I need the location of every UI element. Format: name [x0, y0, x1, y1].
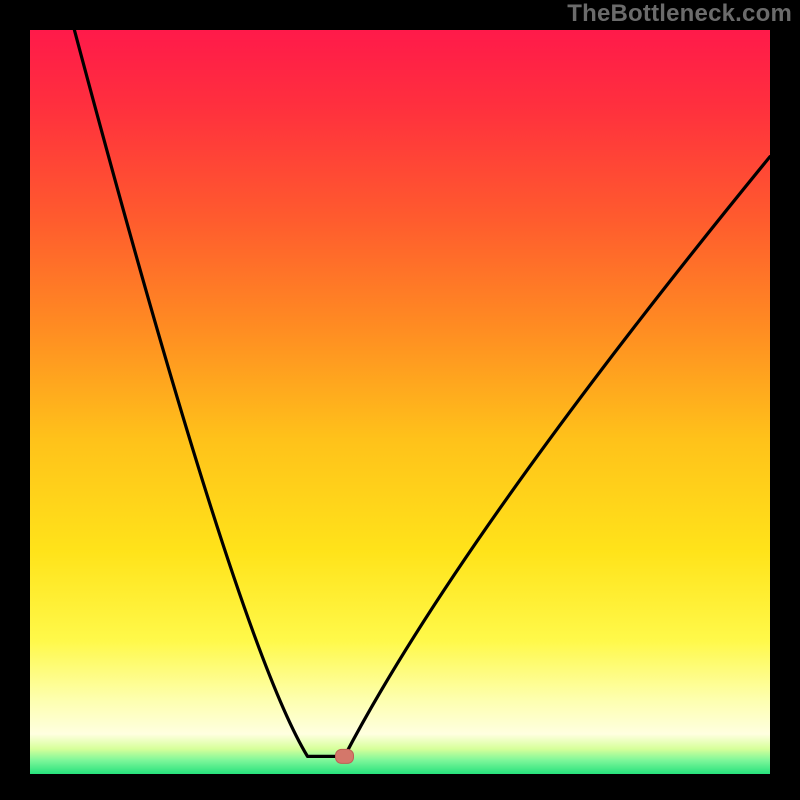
plot-background — [30, 30, 770, 775]
watermark-text: TheBottleneck.com — [567, 0, 792, 28]
optimal-point-marker — [336, 749, 354, 763]
plot-svg — [0, 0, 800, 800]
chart-container: TheBottleneck.com — [0, 0, 800, 800]
